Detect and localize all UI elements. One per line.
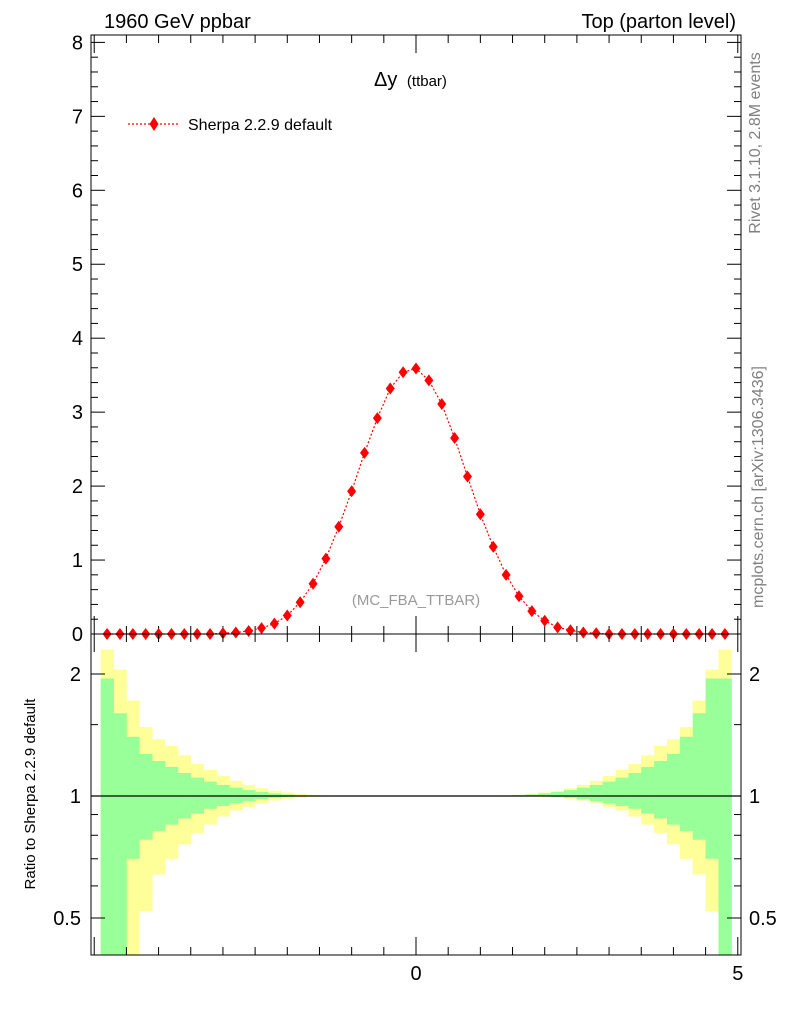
data-point: [218, 627, 228, 640]
main-y-tick-label: 0: [72, 624, 83, 646]
data-point: [295, 596, 305, 609]
data-point: [501, 568, 511, 581]
ratio-band-bin: [679, 736, 694, 831]
data-point: [385, 382, 395, 395]
ratio-band-bin: [126, 736, 140, 859]
analysis-tag: (MC_FBA_TTBAR): [352, 592, 480, 609]
data-point: [347, 485, 357, 498]
data-point: [231, 626, 241, 639]
ratio-band-bin: [654, 761, 668, 819]
ratio-y-axis: 0.5 0.5 1 1 2 2: [53, 664, 777, 930]
data-point: [244, 625, 254, 638]
ratio-band-bin: [100, 678, 114, 955]
data-point: [540, 614, 550, 627]
data-point: [360, 446, 370, 459]
ratio-band-bin: [602, 781, 616, 804]
ratio-band-bin: [551, 791, 565, 798]
main-y-tick-label: 6: [72, 180, 83, 202]
legend-marker: [149, 117, 159, 131]
ratio-y-tick-label: 2: [70, 664, 81, 686]
mcplots-label: mcplots.cern.ch [arXiv:1306.3436]: [750, 366, 767, 608]
main-y-tick-label: 5: [72, 254, 83, 276]
ratio-band-bin: [113, 713, 127, 955]
ratio-band-bin: [589, 784, 604, 801]
header-left: 1960 GeV ppbar: [104, 11, 251, 33]
main-y-tick-label: 8: [72, 32, 83, 54]
data-point: [334, 520, 344, 533]
main-y-tick-label: 3: [72, 402, 83, 424]
data-point: [475, 508, 485, 521]
ratio-band-inner: [100, 678, 732, 955]
ratio-x-tick-label: 5: [732, 963, 743, 985]
rivet-label: Rivet 3.1.10, 2.8M events: [747, 52, 764, 233]
data-point: [257, 622, 267, 635]
data-point: [578, 626, 588, 639]
data-point: [308, 577, 318, 590]
data-point: [488, 540, 498, 553]
ratio-band-bin: [666, 753, 681, 825]
plot-title-main: Δy: [374, 69, 397, 91]
plot-title: Δy (ttbar): [374, 69, 447, 91]
data-point: [450, 432, 460, 445]
ratio-band-bin: [615, 777, 629, 806]
data-point: [398, 366, 408, 379]
ratio-band-bin: [203, 781, 217, 809]
ratio-band-bin: [139, 753, 153, 840]
ratio-y-label: Ratio to Sherpa 2.2.9 default: [22, 698, 39, 890]
data-point: [565, 624, 575, 637]
ratio-band-bin: [525, 794, 539, 797]
data-point: [321, 552, 331, 565]
ratio-band-bin: [692, 713, 707, 840]
data-point: [424, 374, 434, 387]
data-point: [437, 398, 447, 411]
data-point: [514, 590, 524, 603]
legend: Sherpa 2.2.9 default: [128, 117, 333, 134]
data-point: [282, 609, 292, 622]
ratio-y-tick-label-right: 2: [749, 664, 760, 686]
ratio-band-bin: [705, 678, 719, 859]
main-y-tick-label: 4: [72, 328, 83, 350]
ratio-y-tick-label: 0.5: [53, 908, 81, 930]
ratio-band-bin: [628, 772, 642, 809]
data-point: [462, 470, 472, 483]
ratio-band-bin: [641, 766, 655, 814]
ratio-band-bin: [576, 787, 591, 800]
ratio-band-bin: [564, 790, 578, 798]
plot-title-sub: (ttbar): [407, 73, 447, 90]
data-point: [411, 362, 421, 375]
header-right: Top (parton level): [581, 11, 736, 33]
data-point: [269, 617, 279, 630]
ratio-x-tick-label: 0: [410, 963, 421, 985]
ratio-band-bin: [718, 678, 732, 955]
ratio-bands: [100, 649, 732, 955]
main-y-tick-label: 2: [72, 476, 83, 498]
data-point: [372, 412, 382, 425]
main-panel: 0 1 2 3 4 5 6 7 8 Δy (ttbar) Sherpa 2.2.9 defaul…: [72, 32, 742, 646]
main-y-tick-label: 1: [72, 550, 83, 572]
ratio-y-tick-label-right: 1: [749, 786, 760, 808]
main-y-tick-label: 7: [72, 106, 83, 128]
ratio-y-tick-label-right: 0.5: [749, 908, 777, 930]
data-point: [527, 605, 537, 618]
legend-label: Sherpa 2.2.9 default: [188, 117, 333, 134]
data-point: [553, 621, 563, 634]
ratio-band-bin: [538, 793, 552, 797]
ratio-y-tick-label: 1: [70, 786, 81, 808]
data-point: [591, 627, 601, 640]
